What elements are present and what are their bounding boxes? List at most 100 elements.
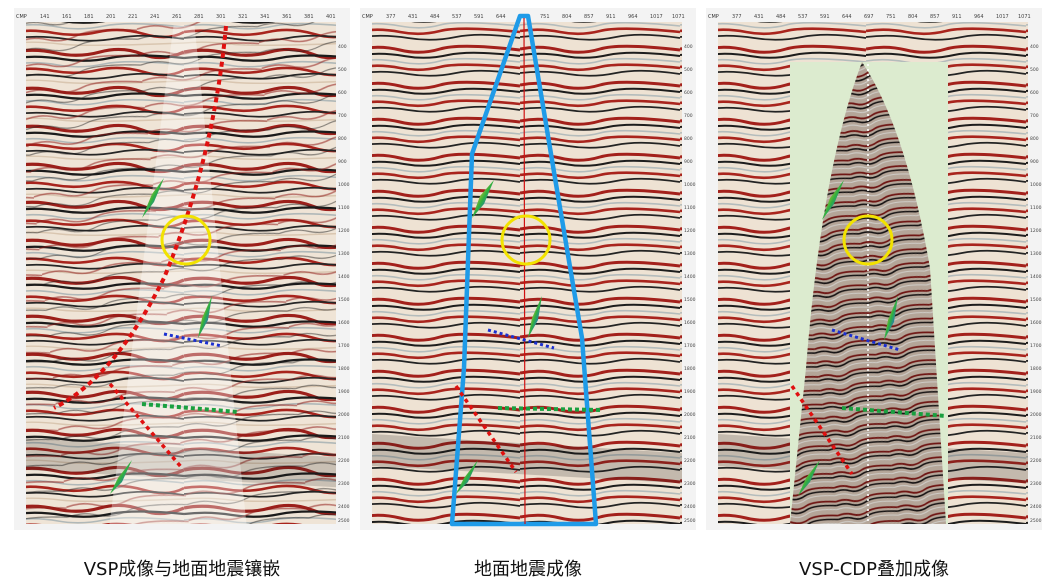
- depth-tick: 2100: [1030, 435, 1042, 441]
- axis-label: CMP: [708, 14, 719, 20]
- axis-tick: 964: [974, 14, 984, 20]
- depth-tick: 900: [1030, 159, 1039, 165]
- depth-tick: 2200: [1030, 458, 1042, 464]
- highlight-circle: [500, 214, 552, 266]
- axis-tick: 381: [304, 14, 314, 20]
- depth-tick: 2500: [684, 518, 696, 524]
- axis-tick: 201: [106, 14, 116, 20]
- depth-tick: 2000: [338, 412, 350, 418]
- depth-tick: 1000: [338, 182, 350, 188]
- axis-tick: 431: [408, 14, 418, 20]
- depth-tick: 1500: [338, 297, 350, 303]
- axis-tick: 911: [606, 14, 616, 20]
- axis-tick: 261: [172, 14, 182, 20]
- axis-tick: 377: [732, 14, 742, 20]
- axis-tick: 857: [930, 14, 940, 20]
- axis-tick: 321: [238, 14, 248, 20]
- axis-tick: 537: [798, 14, 808, 20]
- depth-tick: 1700: [338, 343, 350, 349]
- axis-tick: 241: [150, 14, 160, 20]
- depth-tick: 2100: [684, 435, 696, 441]
- depth-tick: 1400: [338, 274, 350, 280]
- axis-tick: 804: [908, 14, 918, 20]
- depth-tick: 1100: [338, 205, 350, 211]
- depth-tick: 1000: [1030, 182, 1042, 188]
- depth-tick: 1900: [1030, 389, 1042, 395]
- horizon-marker-green: [841, 406, 947, 418]
- caption-vsp-mosaic: VSP成像与地面地震镶嵌: [83, 559, 281, 580]
- depth-tick: 1000: [684, 182, 696, 188]
- axis-tick: 857: [584, 14, 594, 20]
- axis-depth-ticks: 400 500 600 700 800 900 1000 1100 1200 1…: [684, 44, 696, 524]
- depth-tick: 1500: [684, 297, 696, 303]
- axis-tick: 361: [282, 14, 292, 20]
- depth-tick: 2000: [1030, 412, 1042, 418]
- depth-tick: 400: [338, 44, 347, 50]
- axis-tick: 281: [194, 14, 204, 20]
- depth-tick: 2000: [684, 412, 696, 418]
- dip-arrow-icon: [528, 296, 542, 338]
- depth-tick: 1700: [684, 343, 696, 349]
- fault-line: [108, 382, 184, 470]
- depth-tick: 1500: [1030, 297, 1042, 303]
- axis-top-ticks: 377 431 484 537 591 644 697 751 804 857 …: [732, 14, 1031, 20]
- depth-tick: 1900: [684, 389, 696, 395]
- axis-tick: 221: [128, 14, 138, 20]
- depth-tick: 1300: [1030, 251, 1042, 257]
- depth-tick: 1600: [1030, 320, 1042, 326]
- axis-label: CMP: [16, 14, 27, 20]
- depth-tick: 2300: [1030, 481, 1042, 487]
- dip-arrow-icon: [884, 296, 898, 340]
- depth-tick: 800: [684, 136, 693, 142]
- dip-arrow-icon: [456, 460, 478, 494]
- depth-tick: 1200: [684, 228, 696, 234]
- depth-tick: 1800: [684, 366, 696, 372]
- axis-tick: 697: [864, 14, 874, 20]
- fault-line: [790, 385, 854, 475]
- panel-vsp-cdp: CMP 377 431 484 537 591 644 697 751 804 …: [706, 8, 1042, 530]
- depth-tick: 1600: [338, 320, 350, 326]
- depth-tick: 900: [684, 159, 693, 165]
- axis-tick: 484: [776, 14, 786, 20]
- depth-tick: 1600: [684, 320, 696, 326]
- depth-tick: 500: [338, 67, 347, 73]
- depth-tick: 2200: [684, 458, 696, 464]
- depth-tick: 1100: [684, 205, 696, 211]
- depth-tick: 1200: [1030, 228, 1042, 234]
- fault-line: [454, 384, 518, 474]
- depth-tick: 1700: [1030, 343, 1042, 349]
- axis-tick: 1017: [996, 14, 1009, 20]
- depth-tick: 1800: [1030, 366, 1042, 372]
- depth-tick: 2500: [1030, 518, 1042, 524]
- axis-tick: 401: [326, 14, 336, 20]
- depth-tick: 2300: [338, 481, 350, 487]
- axis-top-ticks: 141 161 181 201 221 241 261 281 301 321 …: [40, 14, 336, 20]
- depth-tick: 1100: [1030, 205, 1042, 211]
- depth-tick: 2200: [338, 458, 350, 464]
- panel-vsp-mosaic: CMP 141 161 181 201 221 241 261 281 301 …: [14, 8, 350, 530]
- axis-tick: 964: [628, 14, 638, 20]
- depth-tick: 1200: [338, 228, 350, 234]
- depth-tick: 2400: [338, 504, 350, 510]
- depth-tick: 800: [338, 136, 347, 142]
- axis-tick: 181: [84, 14, 94, 20]
- seismic-section-mosaic: CMP 141 161 181 201 221 241 261 281 301 …: [14, 8, 350, 530]
- depth-tick: 500: [1030, 67, 1039, 73]
- axis-depth-ticks: 400 500 600 700 800 900 1000 1100 1200 1…: [1030, 44, 1042, 524]
- depth-tick: 600: [338, 90, 347, 96]
- depth-tick: 800: [1030, 136, 1039, 142]
- axis-tick: 484: [430, 14, 440, 20]
- depth-tick: 1300: [338, 251, 350, 257]
- axis-tick: 431: [754, 14, 764, 20]
- axis-tick: 537: [452, 14, 462, 20]
- fault-line: [53, 25, 228, 410]
- depth-tick: 1300: [684, 251, 696, 257]
- axis-tick: 1017: [650, 14, 663, 20]
- depth-tick: 1800: [338, 366, 350, 372]
- highlight-circle: [842, 214, 894, 266]
- axis-depth-ticks: 400 500 600 700 800 900 1000 1100 1200 1…: [338, 44, 350, 524]
- axis-tick: 644: [496, 14, 506, 20]
- seismic-section-surface: CMP 377 431 484 537 591 644 697 751 804 …: [360, 8, 696, 530]
- panel-surface-seismic: CMP 377 431 484 537 591 644 697 751 804 …: [360, 8, 696, 530]
- axis-tick: 644: [842, 14, 852, 20]
